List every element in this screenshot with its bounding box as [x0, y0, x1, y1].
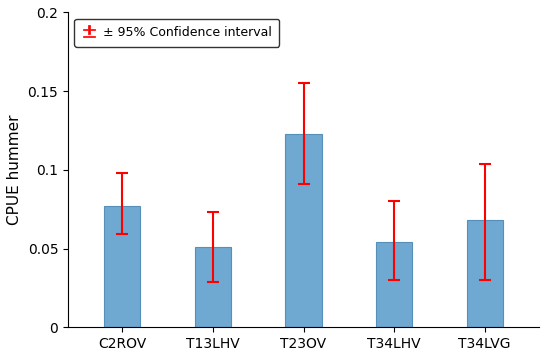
Legend: ± 95% Confidence interval: ± 95% Confidence interval: [74, 19, 280, 47]
Y-axis label: CPUE hummer: CPUE hummer: [7, 115, 22, 225]
Bar: [467, 220, 503, 327]
Bar: [286, 134, 322, 327]
Bar: [376, 242, 412, 327]
Bar: [195, 247, 231, 327]
Bar: [104, 206, 140, 327]
